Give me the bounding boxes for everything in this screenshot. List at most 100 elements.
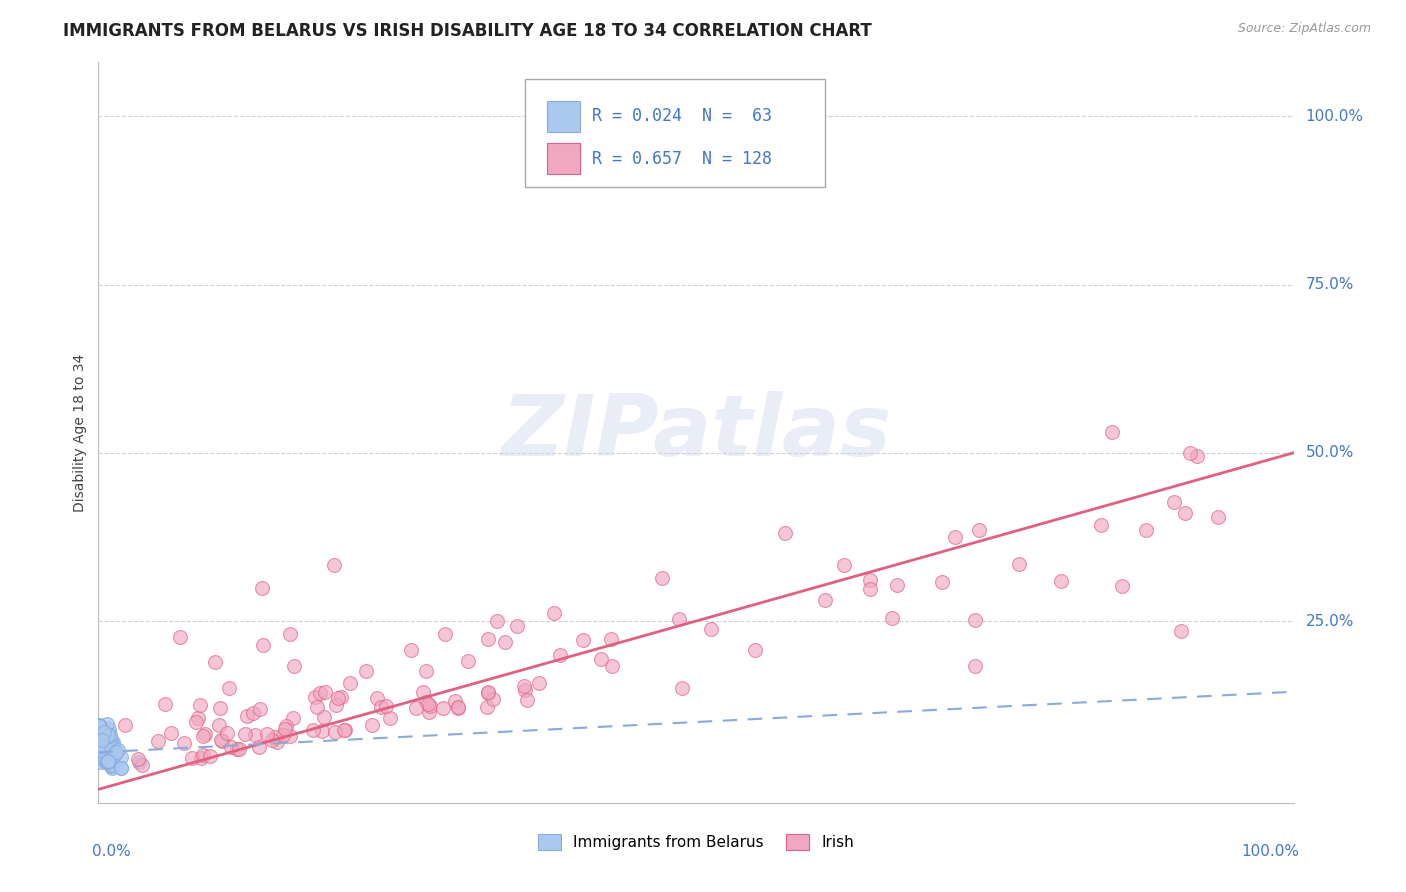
Point xyxy=(965,659,987,673)
Point xyxy=(96,717,118,731)
Point xyxy=(90,730,112,744)
Point xyxy=(89,731,111,746)
Text: 100.0%: 100.0% xyxy=(1241,844,1299,858)
Point xyxy=(446,700,468,714)
Point xyxy=(87,738,110,752)
Point xyxy=(236,709,259,723)
Point xyxy=(700,622,723,636)
Point xyxy=(217,725,239,739)
Point xyxy=(90,733,112,747)
Point xyxy=(931,574,953,589)
Point xyxy=(475,699,498,714)
Point xyxy=(110,761,132,775)
Point xyxy=(200,748,222,763)
Point xyxy=(180,750,202,764)
Point xyxy=(146,734,169,748)
Point xyxy=(262,733,284,747)
Point xyxy=(419,699,441,714)
Point xyxy=(114,717,136,731)
Point xyxy=(89,731,111,745)
Point xyxy=(160,726,183,740)
Point xyxy=(447,700,470,714)
Point xyxy=(100,731,122,746)
Point xyxy=(90,722,112,736)
Text: R = 0.657  N = 128: R = 0.657 N = 128 xyxy=(592,150,772,168)
Point xyxy=(335,723,357,738)
Point xyxy=(100,749,122,764)
Point xyxy=(243,728,266,742)
Point xyxy=(1185,449,1208,463)
Point xyxy=(101,758,124,772)
Point xyxy=(242,706,264,720)
Point xyxy=(219,739,242,754)
Point xyxy=(91,732,114,747)
Point xyxy=(97,730,120,744)
Point xyxy=(103,738,125,752)
Point xyxy=(333,723,356,737)
Point xyxy=(97,755,120,769)
Point xyxy=(90,750,112,764)
Point xyxy=(477,684,499,698)
Point xyxy=(1111,579,1133,593)
Point xyxy=(412,684,434,698)
Point xyxy=(485,615,508,629)
Point xyxy=(323,558,346,573)
Point xyxy=(444,694,467,708)
Point xyxy=(101,735,124,749)
Point xyxy=(416,697,439,711)
Point xyxy=(882,611,904,625)
Point xyxy=(89,730,111,744)
Point xyxy=(283,658,305,673)
Point xyxy=(94,735,117,749)
Point xyxy=(194,727,217,741)
Point xyxy=(943,529,966,543)
Point xyxy=(1163,494,1185,508)
Point xyxy=(418,705,440,719)
Point xyxy=(380,711,402,725)
Point xyxy=(457,654,479,668)
Point xyxy=(208,718,231,732)
Point xyxy=(228,742,250,756)
Point xyxy=(249,739,271,754)
Point xyxy=(204,656,226,670)
Point xyxy=(90,726,112,740)
Point xyxy=(374,698,396,713)
Point xyxy=(773,526,796,541)
Point xyxy=(744,642,766,657)
Point xyxy=(515,682,537,697)
Point xyxy=(506,619,529,633)
Text: R = 0.024  N =  63: R = 0.024 N = 63 xyxy=(592,108,772,126)
Point xyxy=(361,718,384,732)
Point xyxy=(323,725,346,739)
Text: 100.0%: 100.0% xyxy=(1306,109,1364,124)
Point xyxy=(513,680,536,694)
Point xyxy=(859,573,882,587)
Point xyxy=(600,632,623,647)
Point xyxy=(100,761,122,775)
Point xyxy=(190,751,212,765)
Point xyxy=(311,724,333,739)
Point xyxy=(97,749,120,764)
Point xyxy=(415,664,437,678)
Point xyxy=(477,685,499,699)
Text: 75.0%: 75.0% xyxy=(1306,277,1354,292)
Point xyxy=(97,755,120,769)
Point xyxy=(304,690,326,704)
Point xyxy=(89,755,111,769)
Point xyxy=(250,581,273,595)
Point xyxy=(527,676,550,690)
Point xyxy=(188,698,211,712)
Point xyxy=(100,758,122,772)
Point xyxy=(1090,518,1112,533)
Text: 50.0%: 50.0% xyxy=(1306,445,1354,460)
Point xyxy=(97,729,120,743)
Point xyxy=(1135,523,1157,537)
Point xyxy=(301,723,323,737)
Point xyxy=(308,686,330,700)
Point xyxy=(834,558,856,573)
Point xyxy=(330,690,353,704)
Point xyxy=(105,745,128,759)
Point xyxy=(93,731,115,746)
Point xyxy=(90,720,112,734)
Text: 0.0%: 0.0% xyxy=(93,844,131,858)
